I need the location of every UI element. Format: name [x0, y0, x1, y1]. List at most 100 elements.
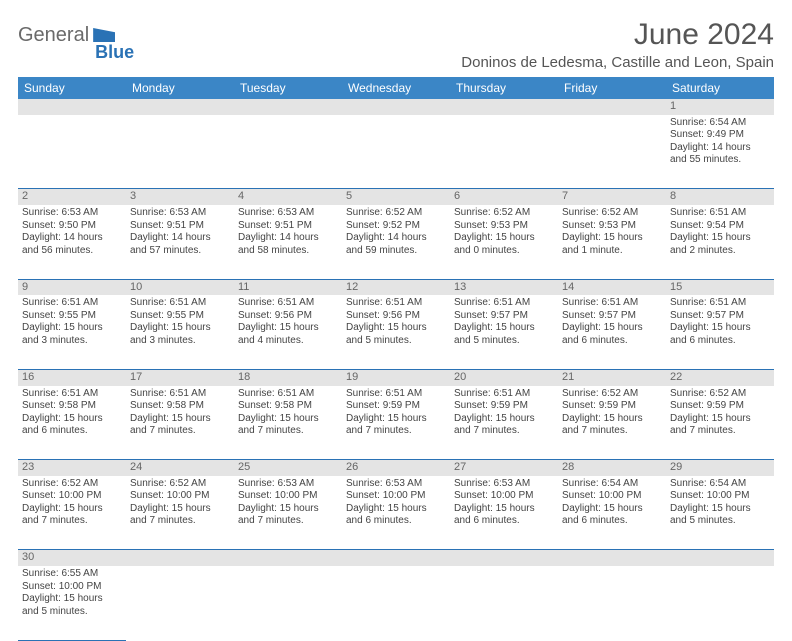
- day-line: Sunset: 9:55 PM: [22, 310, 122, 323]
- day-line: Sunset: 10:00 PM: [346, 490, 446, 503]
- day-number-cell: [450, 550, 558, 566]
- day-content-cell: Sunrise: 6:52 AMSunset: 9:52 PMDaylight:…: [342, 205, 450, 279]
- day-number-cell: 1: [666, 99, 774, 115]
- day-number-cell: [234, 550, 342, 566]
- day-line: Daylight: 15 hours: [454, 322, 554, 335]
- day-line: and 7 minutes.: [238, 425, 338, 438]
- day-content-cell: Sunrise: 6:51 AMSunset: 9:57 PMDaylight:…: [450, 295, 558, 369]
- day-line: Daylight: 15 hours: [562, 232, 662, 245]
- day-content-cell: Sunrise: 6:51 AMSunset: 9:56 PMDaylight:…: [342, 295, 450, 369]
- day-content-cell: Sunrise: 6:52 AMSunset: 10:00 PMDaylight…: [126, 476, 234, 550]
- day-line: Daylight: 15 hours: [670, 413, 770, 426]
- day-line: Daylight: 15 hours: [670, 322, 770, 335]
- day-header: Sunday: [18, 77, 126, 99]
- day-content-cell: Sunrise: 6:51 AMSunset: 9:56 PMDaylight:…: [234, 295, 342, 369]
- day-content-cell: Sunrise: 6:51 AMSunset: 9:55 PMDaylight:…: [126, 295, 234, 369]
- day-content-cell: [558, 115, 666, 189]
- day-number-cell: 22: [666, 369, 774, 385]
- title-block: June 2024 Doninos de Ledesma, Castille a…: [461, 18, 774, 71]
- calendar-head: SundayMondayTuesdayWednesdayThursdayFrid…: [18, 77, 774, 99]
- day-header: Tuesday: [234, 77, 342, 99]
- content-row: Sunrise: 6:51 AMSunset: 9:58 PMDaylight:…: [18, 386, 774, 460]
- day-line: Daylight: 14 hours: [130, 232, 230, 245]
- day-line: and 7 minutes.: [238, 515, 338, 528]
- day-content-cell: Sunrise: 6:52 AMSunset: 9:53 PMDaylight:…: [450, 205, 558, 279]
- day-number-cell: 19: [342, 369, 450, 385]
- day-number-cell: [558, 550, 666, 566]
- day-header: Saturday: [666, 77, 774, 99]
- day-line: Daylight: 15 hours: [130, 413, 230, 426]
- day-line: Sunrise: 6:54 AM: [562, 478, 662, 491]
- day-number-cell: 24: [126, 460, 234, 476]
- day-number-cell: 2: [18, 189, 126, 205]
- day-line: Sunrise: 6:51 AM: [130, 388, 230, 401]
- day-line: and 7 minutes.: [670, 425, 770, 438]
- day-line: and 55 minutes.: [670, 154, 770, 167]
- day-content-cell: Sunrise: 6:54 AMSunset: 10:00 PMDaylight…: [666, 476, 774, 550]
- day-line: and 6 minutes.: [22, 425, 122, 438]
- day-content-cell: [450, 566, 558, 640]
- day-line: Sunset: 9:59 PM: [454, 400, 554, 413]
- day-line: and 1 minute.: [562, 245, 662, 258]
- day-content-cell: Sunrise: 6:53 AMSunset: 9:51 PMDaylight:…: [234, 205, 342, 279]
- day-line: Sunrise: 6:53 AM: [22, 207, 122, 220]
- day-line: Sunrise: 6:54 AM: [670, 117, 770, 130]
- day-number-cell: 5: [342, 189, 450, 205]
- day-number-cell: 13: [450, 279, 558, 295]
- day-line: Sunrise: 6:53 AM: [238, 207, 338, 220]
- day-line: Daylight: 15 hours: [454, 413, 554, 426]
- day-line: Daylight: 15 hours: [670, 503, 770, 516]
- day-line: Sunrise: 6:52 AM: [130, 478, 230, 491]
- day-line: Daylight: 15 hours: [238, 503, 338, 516]
- day-line: Daylight: 15 hours: [22, 322, 122, 335]
- day-number-cell: 27: [450, 460, 558, 476]
- day-line: Daylight: 15 hours: [562, 503, 662, 516]
- day-line: and 58 minutes.: [238, 245, 338, 258]
- day-line: Sunrise: 6:51 AM: [346, 388, 446, 401]
- day-line: Sunset: 9:58 PM: [130, 400, 230, 413]
- day-line: Sunset: 9:58 PM: [238, 400, 338, 413]
- day-line: Sunrise: 6:51 AM: [346, 297, 446, 310]
- day-number-cell: 21: [558, 369, 666, 385]
- day-content-cell: Sunrise: 6:51 AMSunset: 9:59 PMDaylight:…: [342, 386, 450, 460]
- location-subtitle: Doninos de Ledesma, Castille and Leon, S…: [461, 54, 774, 71]
- day-number-cell: [558, 99, 666, 115]
- day-line: and 0 minutes.: [454, 245, 554, 258]
- day-line: Sunrise: 6:53 AM: [130, 207, 230, 220]
- day-header: Monday: [126, 77, 234, 99]
- day-line: Daylight: 15 hours: [346, 322, 446, 335]
- day-line: Sunrise: 6:54 AM: [670, 478, 770, 491]
- day-header: Friday: [558, 77, 666, 99]
- day-line: Sunset: 10:00 PM: [238, 490, 338, 503]
- daynum-row: 16171819202122: [18, 369, 774, 385]
- day-line: Sunset: 9:52 PM: [346, 220, 446, 233]
- day-number-cell: 14: [558, 279, 666, 295]
- day-number-cell: [666, 550, 774, 566]
- day-line: and 4 minutes.: [238, 335, 338, 348]
- day-content-cell: Sunrise: 6:53 AMSunset: 10:00 PMDaylight…: [450, 476, 558, 550]
- daynum-row: 23242526272829: [18, 460, 774, 476]
- day-line: Sunrise: 6:55 AM: [22, 568, 122, 581]
- day-line: and 59 minutes.: [346, 245, 446, 258]
- day-number-cell: [450, 99, 558, 115]
- day-content-cell: Sunrise: 6:53 AMSunset: 9:50 PMDaylight:…: [18, 205, 126, 279]
- day-content-cell: Sunrise: 6:52 AMSunset: 9:59 PMDaylight:…: [558, 386, 666, 460]
- day-number-cell: 15: [666, 279, 774, 295]
- day-number-cell: 23: [18, 460, 126, 476]
- day-number-cell: 3: [126, 189, 234, 205]
- day-content-cell: [234, 566, 342, 640]
- day-content-cell: Sunrise: 6:51 AMSunset: 9:55 PMDaylight:…: [18, 295, 126, 369]
- day-line: and 6 minutes.: [562, 515, 662, 528]
- day-line: Sunrise: 6:52 AM: [562, 388, 662, 401]
- day-line: Daylight: 15 hours: [346, 413, 446, 426]
- day-line: Sunrise: 6:52 AM: [346, 207, 446, 220]
- day-line: and 7 minutes.: [346, 425, 446, 438]
- day-line: Sunrise: 6:52 AM: [562, 207, 662, 220]
- day-line: Sunset: 9:56 PM: [346, 310, 446, 323]
- day-header-row: SundayMondayTuesdayWednesdayThursdayFrid…: [18, 77, 774, 99]
- daynum-row: 1: [18, 99, 774, 115]
- day-line: Sunrise: 6:51 AM: [22, 388, 122, 401]
- day-line: and 7 minutes.: [130, 425, 230, 438]
- day-content-cell: [342, 566, 450, 640]
- day-line: and 7 minutes.: [454, 425, 554, 438]
